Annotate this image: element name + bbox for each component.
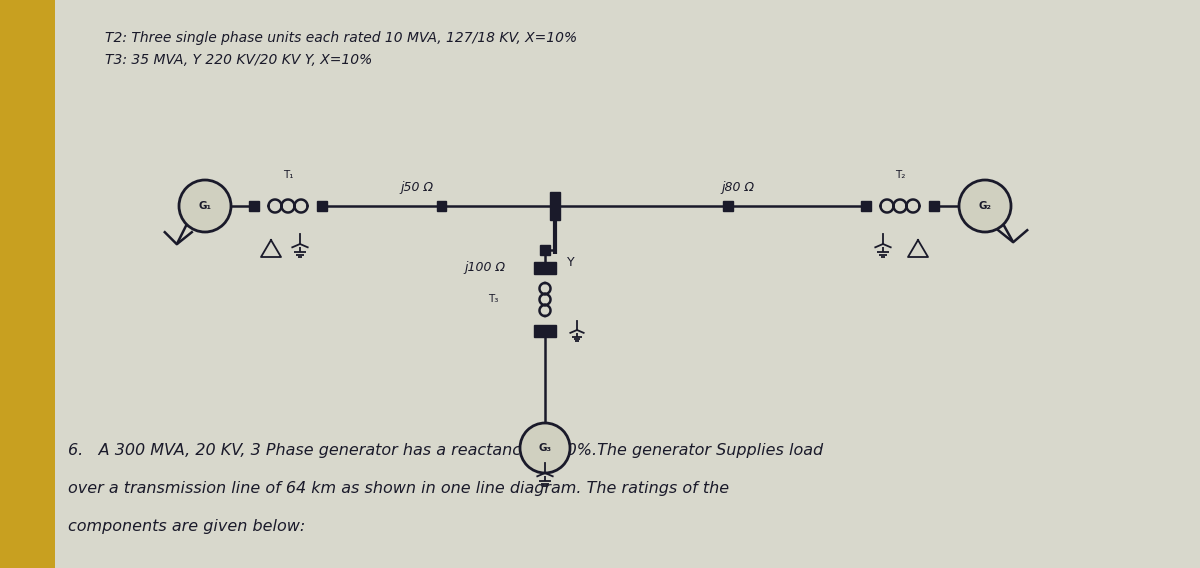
Text: T₂: T₂ [895,170,905,180]
Text: T3: 35 MVA, Y 220 KV/20 KV Y, X=10%: T3: 35 MVA, Y 220 KV/20 KV Y, X=10% [106,53,372,67]
Bar [722,201,732,211]
Text: G₃: G₃ [539,443,552,453]
Text: j50 Ω: j50 Ω [400,181,433,194]
Bar [250,201,259,211]
Bar [862,201,871,211]
Text: T₁: T₁ [283,170,293,180]
Bar [540,245,550,255]
Text: j100 Ω: j100 Ω [464,261,505,274]
Bar [437,201,446,211]
Bar [534,325,556,337]
Text: components are given below:: components are given below: [68,519,305,533]
Text: T₃: T₃ [488,294,498,304]
Text: over a transmission line of 64 km as shown in one line diagram. The ratings of t: over a transmission line of 64 km as sho… [68,481,730,495]
Text: G₁: G₁ [198,201,211,211]
Polygon shape [0,0,55,568]
Text: j80 Ω: j80 Ω [721,181,754,194]
Text: Y: Y [568,257,575,269]
Bar [929,201,938,211]
Bar [317,201,326,211]
Circle shape [520,423,570,473]
Circle shape [179,180,230,232]
Bar [550,192,560,220]
Text: T2: Three single phase units each rated 10 MVA, 127/18 KV, X=10%: T2: Three single phase units each rated … [106,31,577,45]
Text: 6.   A 300 MVA, 20 KV, 3 Phase generator has a reactance of 20%.The generator Su: 6. A 300 MVA, 20 KV, 3 Phase generator h… [68,442,823,457]
Circle shape [959,180,1010,232]
Bar [534,262,556,274]
Text: G₂: G₂ [978,201,991,211]
